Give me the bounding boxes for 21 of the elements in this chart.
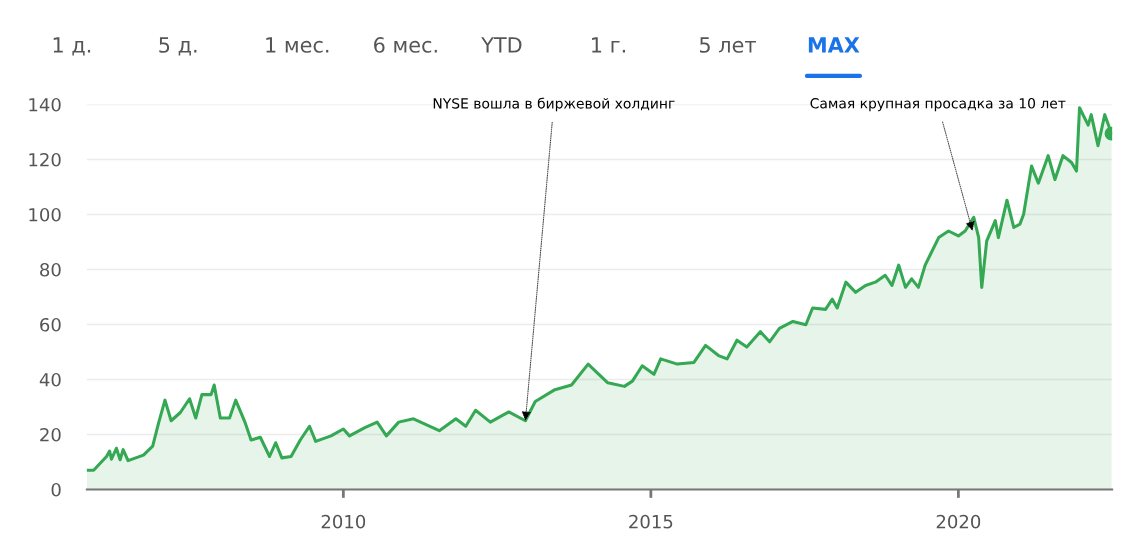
- text: 1 д.: [53, 37, 91, 56]
- y-tick-label: 60: [40, 317, 61, 332]
- text: 5 д.: [159, 37, 197, 56]
- y-tick-label: 20: [40, 427, 61, 442]
- y-tick-label: 120: [29, 152, 61, 167]
- x-tick-label: 2020: [936, 514, 981, 529]
- y-tick-label: 140: [29, 97, 61, 112]
- x-tick-label: 2015: [629, 514, 673, 529]
- y-tick-label: 100: [29, 207, 61, 222]
- text: 1 мес.: [266, 37, 329, 53]
- y-tick-label: 40: [39, 372, 61, 387]
- annotation: NYSE вошла в биржевой холдинг: [433, 97, 675, 112]
- text: 5 лет: [699, 37, 756, 53]
- text: MAX: [808, 37, 860, 53]
- text: YTD: [481, 37, 522, 53]
- y-tick-label: 80: [40, 262, 61, 277]
- x-tick-label: 2010: [321, 514, 366, 529]
- annotation: Самая крупная просадка за 10 лет: [810, 98, 1066, 112]
- text: 1 г.: [592, 37, 625, 53]
- y-tick-label: 0: [51, 482, 61, 497]
- text: 6 мес.: [374, 37, 437, 53]
